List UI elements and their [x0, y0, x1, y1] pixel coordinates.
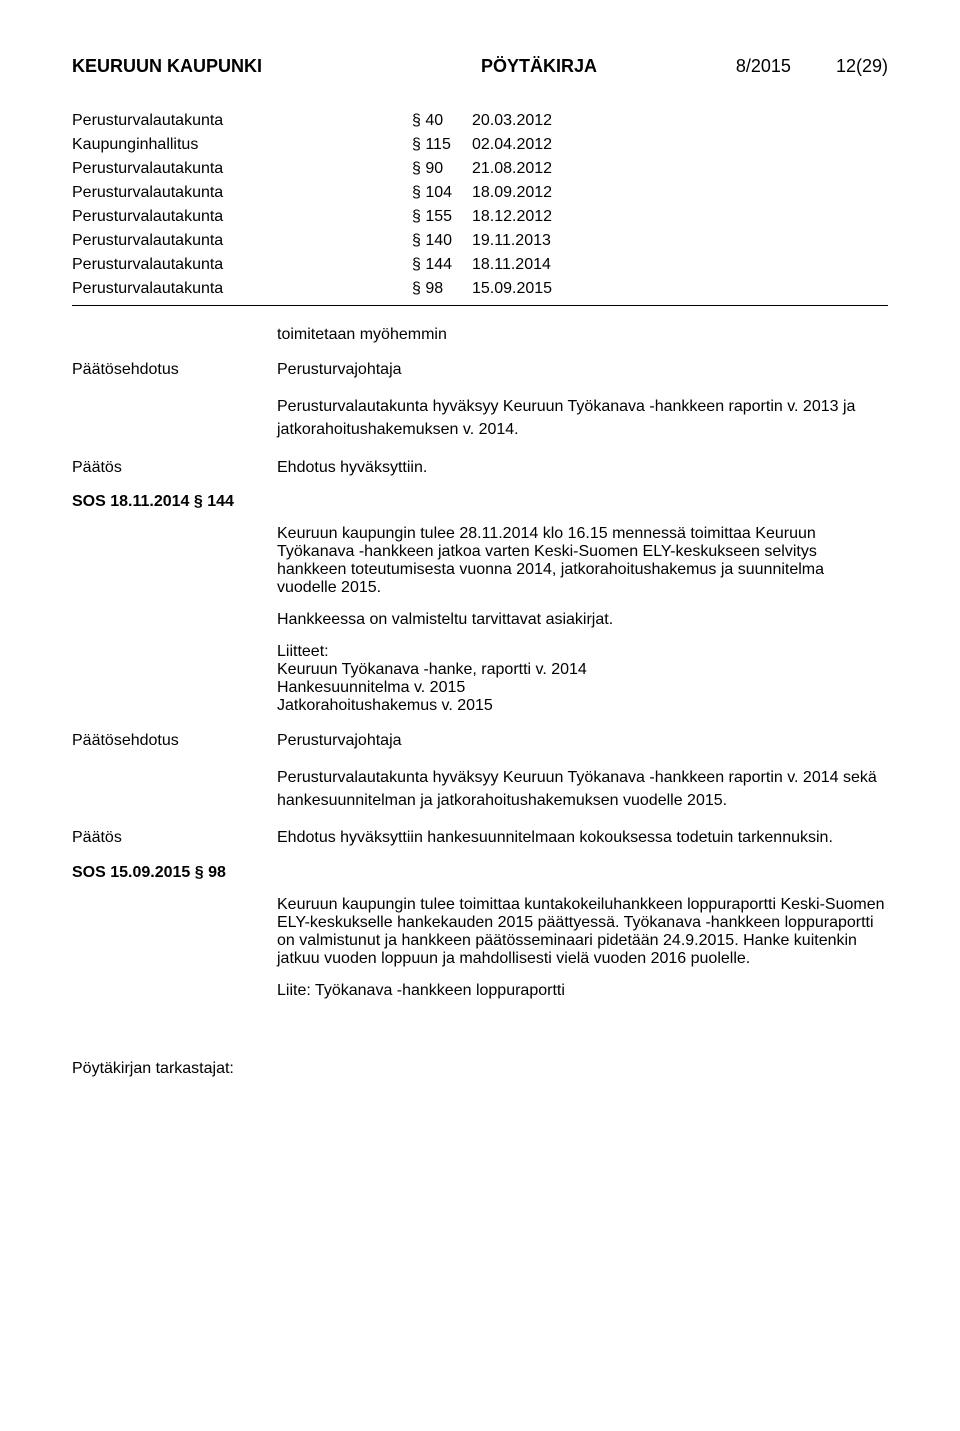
decision-section: Päätös Ehdotus hyväksyttiin hankesuunnit…	[72, 826, 888, 849]
proposal-label: Päätösehdotus	[72, 358, 277, 442]
meeting-body: Perusturvalautakunta	[72, 157, 412, 181]
meeting-body: Perusturvalautakunta	[72, 205, 412, 229]
proposal-content: Perusturvajohtaja Perusturvalautakunta h…	[277, 729, 888, 813]
delivered-later: toimitetaan myöhemmin	[277, 326, 888, 344]
divider	[72, 305, 888, 306]
table-row: Perusturvalautakunta § 144 18.11.2014	[72, 253, 888, 277]
meeting-section: § 98	[412, 277, 472, 301]
meeting-history-table: Perusturvalautakunta § 40 20.03.2012 Kau…	[72, 109, 888, 301]
proposal-section: Päätösehdotus Perusturvajohtaja Perustur…	[72, 729, 888, 813]
meeting-section: § 104	[412, 181, 472, 205]
meeting-date: 20.03.2012	[472, 109, 592, 133]
table-row: Perusturvalautakunta § 104 18.09.2012	[72, 181, 888, 205]
attachments-block: Liitteet: Keuruun Työkanava -hanke, rapo…	[277, 643, 888, 715]
attachment-line: Keuruun Työkanava -hanke, raportti v. 20…	[277, 661, 888, 679]
paragraph: Hankkeessa on valmisteltu tarvittavat as…	[277, 611, 888, 629]
footer-checkers: Pöytäkirjan tarkastajat:	[72, 1060, 888, 1078]
proposal-label: Päätösehdotus	[72, 729, 277, 813]
meeting-section: § 115	[412, 133, 472, 157]
meeting-date: 18.11.2014	[472, 253, 592, 277]
decision-text: Ehdotus hyväksyttiin.	[277, 456, 888, 479]
meeting-section: § 155	[412, 205, 472, 229]
meeting-date: 18.12.2012	[472, 205, 592, 229]
table-row: Perusturvalautakunta § 98 15.09.2015	[72, 277, 888, 301]
table-row: Perusturvalautakunta § 40 20.03.2012	[72, 109, 888, 133]
attachment-line: Liite: Työkanava -hankkeen loppuraportti	[277, 982, 888, 1000]
proposal-who: Perusturvajohtaja	[277, 729, 888, 752]
meeting-body: Perusturvalautakunta	[72, 229, 412, 253]
paragraph: Keuruun kaupungin tulee toimittaa kuntak…	[277, 896, 888, 968]
table-row: Kaupunginhallitus § 115 02.04.2012	[72, 133, 888, 157]
meeting-date: 19.11.2013	[472, 229, 592, 253]
table-row: Perusturvalautakunta § 140 19.11.2013	[72, 229, 888, 253]
proposal-who: Perusturvajohtaja	[277, 358, 888, 381]
attachment-line: Jatkorahoitushakemus v. 2015	[277, 697, 888, 715]
decision-label: Päätös	[72, 456, 277, 479]
meeting-body: Kaupunginhallitus	[72, 133, 412, 157]
meeting-date: 02.04.2012	[472, 133, 592, 157]
decision-text: Ehdotus hyväksyttiin hankesuunnitelmaan …	[277, 826, 888, 849]
page-number: 12(29)	[836, 56, 888, 76]
proposal-content: Perusturvajohtaja Perusturvalautakunta h…	[277, 358, 888, 442]
meeting-section: § 144	[412, 253, 472, 277]
attachment-line: Hankesuunnitelma v. 2015	[277, 679, 888, 697]
header-row: KEURUUN KAUPUNKI PÖYTÄKIRJA 8/2015 12(29…	[72, 56, 888, 77]
decision-section: Päätös Ehdotus hyväksyttiin.	[72, 456, 888, 479]
meeting-body: Perusturvalautakunta	[72, 253, 412, 277]
meeting-section: § 140	[412, 229, 472, 253]
table-row: Perusturvalautakunta § 155 18.12.2012	[72, 205, 888, 229]
meeting-body: Perusturvalautakunta	[72, 277, 412, 301]
proposal-text: Perusturvalautakunta hyväksyy Keuruun Ty…	[277, 395, 888, 441]
table-row: Perusturvalautakunta § 90 21.08.2012	[72, 157, 888, 181]
meeting-body: Perusturvalautakunta	[72, 181, 412, 205]
doc-type: PÖYTÄKIRJA	[481, 56, 597, 77]
issue-number: 8/2015	[736, 56, 791, 76]
meeting-section: § 90	[412, 157, 472, 181]
org-name: KEURUUN KAUPUNKI	[72, 56, 262, 77]
meeting-section: § 40	[412, 109, 472, 133]
decision-label: Päätös	[72, 826, 277, 849]
meeting-body: Perusturvalautakunta	[72, 109, 412, 133]
section-heading: SOS 15.09.2015 § 98	[72, 864, 888, 882]
meeting-date: 15.09.2015	[472, 277, 592, 301]
page: KEURUUN KAUPUNKI PÖYTÄKIRJA 8/2015 12(29…	[0, 0, 960, 1134]
meeting-date: 18.09.2012	[472, 181, 592, 205]
proposal-text: Perusturvalautakunta hyväksyy Keuruun Ty…	[277, 766, 888, 812]
proposal-section: Päätösehdotus Perusturvajohtaja Perustur…	[72, 358, 888, 442]
header-right: 8/2015 12(29)	[736, 56, 888, 77]
attachments-title: Liitteet:	[277, 643, 888, 661]
paragraph: Keuruun kaupungin tulee 28.11.2014 klo 1…	[277, 525, 888, 597]
meeting-date: 21.08.2012	[472, 157, 592, 181]
section-heading: SOS 18.11.2014 § 144	[72, 493, 888, 511]
